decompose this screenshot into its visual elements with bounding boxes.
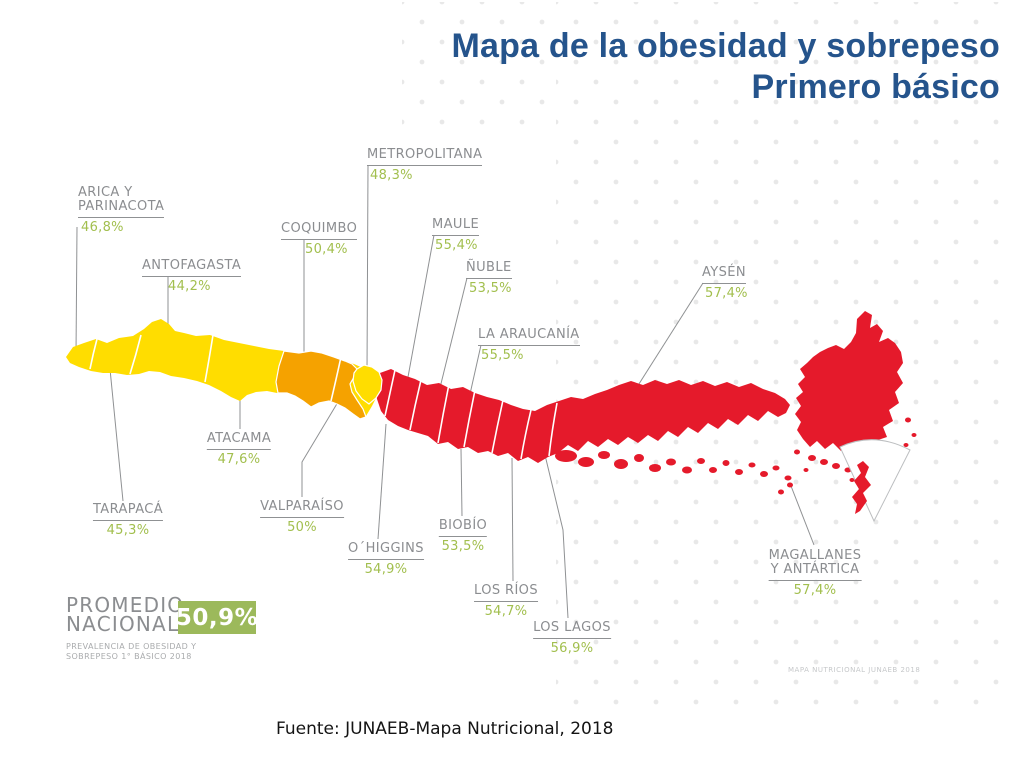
- region-label-nuble: ÑUBLE 53,5%: [466, 261, 512, 296]
- region-label-coquimbo: COQUIMBO 50,4%: [281, 222, 358, 257]
- region-name: ATACAMA: [206, 432, 272, 450]
- region-name: TARAPACÁ: [92, 503, 164, 521]
- region-name: LOS LAGOS: [533, 621, 611, 639]
- region-label-la-araucania: LA ARAUCANÍA 55,5%: [478, 328, 580, 363]
- map-antarctica-wedge: [839, 439, 911, 523]
- region-label-ohiggins: O´HIGGINS 54,9%: [348, 542, 424, 577]
- region-value: 55,4%: [435, 238, 478, 253]
- region-value: 53,5%: [469, 281, 512, 296]
- national-average-sublabel: PREVALENCIA DE OBESIDAD Y SOBREPESO 1° B…: [66, 642, 197, 661]
- region-value: 54,7%: [484, 604, 528, 619]
- region-name: O´HIGGINS: [348, 542, 424, 560]
- region-value: 57,4%: [793, 583, 837, 598]
- national-average-block: PROMEDIO NACIONAL PREVALENCIA DE OBESIDA…: [66, 593, 197, 662]
- region-value: 54,9%: [364, 562, 408, 577]
- source-note: Fuente: JUNAEB-Mapa Nutricional, 2018: [276, 719, 614, 739]
- region-value: 57,4%: [705, 286, 748, 301]
- region-name: MAGALLANES Y ANTÁRTICA: [768, 549, 862, 581]
- region-name: MAULE: [432, 218, 480, 236]
- region-name: ÑUBLE: [466, 261, 512, 279]
- national-average-value-badge: 50,9%: [176, 601, 258, 634]
- map-region-coquimbo-valparaiso: [275, 350, 367, 420]
- region-label-los-rios: LOS RÍOS 54,7%: [474, 584, 538, 619]
- region-name: METROPOLITANA: [367, 148, 483, 166]
- map-archipelago-islands: [555, 450, 793, 495]
- region-name: LA ARAUCANÍA: [478, 328, 580, 346]
- region-value: 44,2%: [168, 279, 211, 294]
- region-label-biobio: BIOBÍO 53,5%: [438, 519, 488, 554]
- region-value: 50,4%: [305, 242, 348, 257]
- map-region-metropolitana: [352, 364, 383, 405]
- region-name: ARICA Y PARINACOTA: [78, 186, 165, 218]
- region-value: 55,5%: [481, 348, 524, 363]
- map-region-borders: [89, 334, 558, 460]
- region-name: BIOBÍO: [438, 519, 488, 537]
- dot-pattern-background-title: [402, 2, 556, 130]
- region-label-magallanes: MAGALLANES Y ANTÁRTICA 57,4%: [768, 549, 862, 598]
- region-label-metropolitana: METROPOLITANA 48,3%: [367, 148, 483, 183]
- page-title-line1: Mapa de la obesidad y sobrepeso: [451, 27, 1000, 65]
- region-label-tarapaca: TARAPACÁ 45,3%: [92, 503, 164, 538]
- region-name: LOS RÍOS: [474, 584, 538, 602]
- map-region-south-red: [375, 369, 790, 463]
- map-antarctica-peninsula: [852, 461, 871, 514]
- region-value: 53,5%: [441, 539, 485, 554]
- national-average-label-line1: PROMEDIO: [66, 593, 185, 617]
- region-value: 56,9%: [550, 641, 594, 656]
- region-value: 50%: [287, 520, 317, 535]
- region-name: ANTOFAGASTA: [142, 259, 242, 277]
- region-name: VALPARAÍSO: [260, 500, 344, 518]
- region-label-aysen: AYSÉN 57,4%: [702, 266, 748, 301]
- region-label-arica-y-parinacota: ARICA Y PARINACOTA 46,8%: [78, 186, 165, 235]
- region-name: COQUIMBO: [281, 222, 358, 240]
- region-label-los-lagos: LOS LAGOS 56,9%: [533, 621, 611, 656]
- page-title-line2: Primero básico: [751, 68, 1000, 106]
- dot-pattern-background: [556, 2, 1008, 716]
- region-value: 47,6%: [217, 452, 261, 467]
- region-label-valparaiso: VALPARAÍSO 50%: [260, 500, 344, 535]
- region-label-maule: MAULE 55,4%: [432, 218, 480, 253]
- region-value: 45,3%: [106, 523, 150, 538]
- region-name: AYSÉN: [702, 266, 747, 284]
- national-average-label-line2: NACIONAL: [66, 612, 180, 636]
- map-credit: MAPA NUTRICIONAL JUNAEB 2018: [788, 666, 921, 674]
- region-value: 46,8%: [81, 220, 124, 235]
- region-label-antofagasta: ANTOFAGASTA 44,2%: [142, 259, 242, 294]
- region-label-atacama: ATACAMA 47,6%: [206, 432, 272, 467]
- map-region-magallanes: [795, 311, 903, 453]
- region-value: 48,3%: [370, 168, 413, 183]
- page-title: Mapa de la obesidad y sobrepeso Primero …: [452, 26, 1000, 108]
